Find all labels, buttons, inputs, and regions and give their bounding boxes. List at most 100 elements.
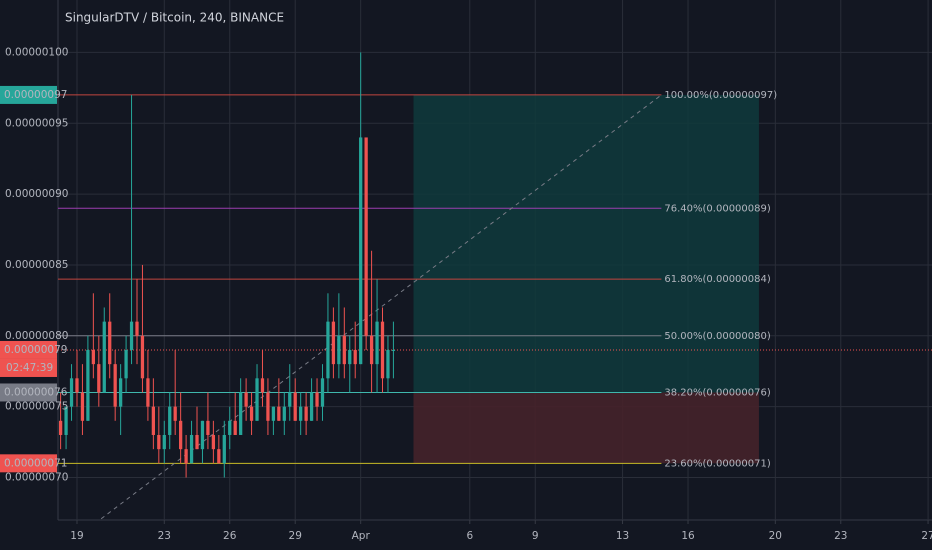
candle-body: [135, 321, 139, 336]
candle-body: [129, 321, 134, 350]
candle-body: [391, 349, 396, 351]
candle-body: [293, 392, 297, 421]
x-tick-label: 27: [921, 530, 932, 542]
x-tick-label: 16: [681, 530, 695, 542]
fib-label: 100.00%(0.00000097): [664, 90, 777, 101]
price-tag: [0, 454, 57, 473]
candle-body: [217, 449, 221, 464]
candle-body: [184, 449, 188, 464]
candle-body: [124, 349, 128, 379]
candle-body: [146, 378, 150, 407]
candle-body: [326, 321, 330, 379]
candle-body: [315, 392, 319, 407]
candle-body: [299, 406, 303, 421]
candle-body: [282, 406, 286, 421]
candle-body: [304, 406, 308, 421]
candle-body: [102, 321, 106, 393]
x-tick-label: 19: [70, 530, 83, 542]
candle-body: [309, 392, 314, 421]
y-tick-label: 0.00000100: [5, 46, 68, 58]
candle-body: [288, 392, 292, 407]
fib-label: 38.20%(0.00000076): [664, 387, 770, 398]
candle-body: [211, 434, 216, 450]
candle-body: [69, 378, 74, 407]
y-tick-label: 0.00000090: [5, 188, 68, 200]
y-tick-label: 0.00000080: [5, 330, 68, 342]
fib-label: 61.80%(0.00000084): [664, 274, 770, 285]
candle-body: [228, 420, 232, 435]
x-tick-label: 20: [769, 530, 782, 542]
candle-body: [86, 349, 90, 421]
candle-body: [353, 349, 357, 365]
candle-body: [189, 434, 194, 464]
candle-body: [173, 406, 177, 421]
y-tick-label: 0.00000085: [5, 259, 68, 271]
candle-body: [337, 335, 341, 365]
candle-body: [113, 364, 117, 407]
countdown-label: 02:47:39: [6, 362, 53, 374]
candle-body: [58, 420, 63, 435]
candle-body: [157, 434, 161, 450]
candle-body: [386, 349, 390, 379]
price-tag: [0, 383, 57, 402]
candle-body: [255, 378, 259, 421]
fib-label: 50.00%(0.00000080): [664, 331, 770, 342]
candle-body: [359, 137, 363, 365]
candle-body: [140, 335, 145, 379]
candle-body: [91, 349, 95, 365]
y-tick-label: 0.00000075: [5, 401, 68, 413]
x-tick-label: 26: [223, 530, 237, 542]
position-profit: [413, 94, 759, 393]
x-tick-label: 6: [466, 530, 473, 542]
candle-body: [151, 406, 156, 435]
x-tick-label: 23: [158, 530, 171, 542]
candle-body: [206, 420, 210, 435]
candle-body: [266, 392, 270, 421]
candle-body: [375, 321, 379, 365]
chart-title: SingularDTV / Bitcoin, 240, BINANCE: [65, 11, 284, 25]
price-tag-label: 0.00000079: [4, 344, 67, 356]
candle-body: [239, 392, 243, 435]
candle-body: [331, 321, 336, 365]
candle-body: [380, 321, 385, 379]
candle-body: [342, 335, 346, 365]
fib-label: 76.40%(0.00000089): [664, 203, 770, 214]
candle-body: [244, 392, 248, 407]
price-tag-label: 0.00000071: [4, 457, 67, 469]
candle-body: [348, 349, 352, 365]
candle-body: [233, 420, 237, 435]
x-tick-label: 13: [616, 530, 629, 542]
countdown-tag: [0, 358, 57, 377]
candle-body: [249, 406, 254, 421]
x-tick-label: 23: [834, 530, 847, 542]
fib-label: 23.60%(0.00000071): [664, 458, 770, 469]
candle-body: [118, 378, 123, 407]
position-loss: [413, 392, 759, 464]
candle-body: [271, 406, 276, 421]
candle-body: [320, 378, 325, 407]
candle-body: [64, 406, 68, 435]
candle-body: [369, 335, 374, 365]
candle-body: [75, 378, 79, 393]
y-tick-label: 0.00000095: [5, 117, 68, 129]
fib-trend-line: [98, 94, 662, 520]
candle-body: [195, 434, 199, 450]
x-tick-label: 29: [289, 530, 302, 542]
candle-body: [222, 434, 226, 464]
x-tick-label: 9: [532, 530, 539, 542]
price-tag: [0, 85, 57, 104]
candle-body: [80, 392, 85, 421]
candle-body: [179, 420, 183, 450]
price-tag: [0, 340, 57, 359]
candle-body: [162, 434, 166, 450]
candle-body: [277, 406, 281, 421]
plot-area: 100.00%(0.00000097) 76.40%(0.00000089) 61.…: [58, 0, 932, 520]
y-tick-label: 0.00000070: [5, 471, 68, 483]
x-tick-label: Apr: [352, 530, 371, 542]
candle-body: [200, 420, 205, 450]
price-tag-label: 0.00000097: [4, 89, 67, 101]
candle-body: [168, 406, 172, 435]
candle-body: [108, 321, 112, 365]
